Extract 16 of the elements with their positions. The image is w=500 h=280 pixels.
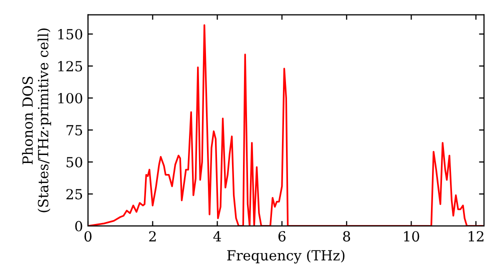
x-tick-label: 4	[213, 231, 222, 242]
y-tick-label: 150	[58, 29, 82, 40]
x-tick-label: 12	[468, 231, 484, 242]
y-axis-title: Phonon DOS (States/THz·primitive cell)	[22, 28, 52, 212]
x-tick-label: 2	[149, 231, 156, 242]
y-tick-label: 25	[66, 188, 82, 200]
y-tick-label: 100	[58, 92, 82, 104]
x-tick-label: 8	[343, 231, 350, 242]
y-tick-label: 75	[66, 125, 82, 136]
x-tick-label: 10	[404, 231, 420, 242]
y-tick-label: 0	[75, 220, 82, 232]
y-tick-label: 125	[58, 60, 82, 72]
x-tick-label: 0	[84, 231, 92, 242]
x-tick-label: 6	[278, 231, 286, 242]
x-axis-title: Frequency (THz)	[227, 250, 344, 264]
y-tick-label: 50	[66, 156, 82, 168]
